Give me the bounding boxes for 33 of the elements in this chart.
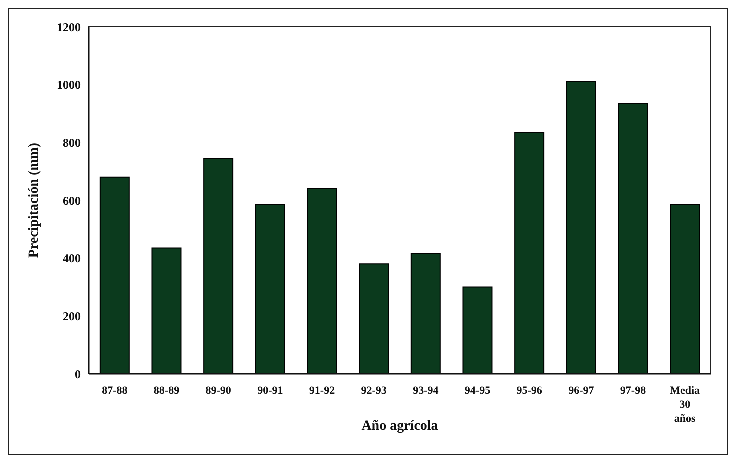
x-tick-label: 87-88 <box>102 385 128 397</box>
bar <box>566 81 596 374</box>
x-tick-label: 96-97 <box>568 385 595 397</box>
x-tick-label: 94-95 <box>464 385 492 397</box>
bar <box>618 103 648 374</box>
x-tick-label: Media 30 años <box>670 385 701 425</box>
x-tick-label: 97-98 <box>620 385 647 397</box>
bar <box>100 176 130 374</box>
bar <box>307 188 338 374</box>
bar <box>204 158 234 374</box>
x-axis-title: Año agrícola <box>362 419 438 434</box>
x-tick-label: 88-89 <box>154 385 180 397</box>
x-tick-label: 92-93 <box>361 385 388 397</box>
y-axis-title: Precipitación (mm) <box>26 142 42 258</box>
y-tick-label: 600 <box>63 194 81 208</box>
bar <box>359 264 390 374</box>
bar <box>152 248 182 374</box>
bar <box>670 204 700 374</box>
x-tick-label: 91-92 <box>309 385 336 397</box>
bar <box>255 204 286 374</box>
x-tick-label: 93-94 <box>413 385 440 397</box>
y-tick-label: 1200 <box>57 20 81 34</box>
x-tick-label: 90-91 <box>258 385 284 397</box>
x-tick-label: 95-96 <box>516 385 543 397</box>
x-tick-label: 89-90 <box>206 385 232 397</box>
y-tick-label: 1000 <box>57 78 81 92</box>
bar <box>514 132 545 374</box>
bar <box>410 253 441 374</box>
bar <box>462 286 493 374</box>
y-tick-label: 800 <box>63 136 81 150</box>
y-tick-label: 400 <box>63 252 81 266</box>
y-tick-label: 0 <box>75 367 81 382</box>
y-tick-label: 200 <box>63 309 81 324</box>
